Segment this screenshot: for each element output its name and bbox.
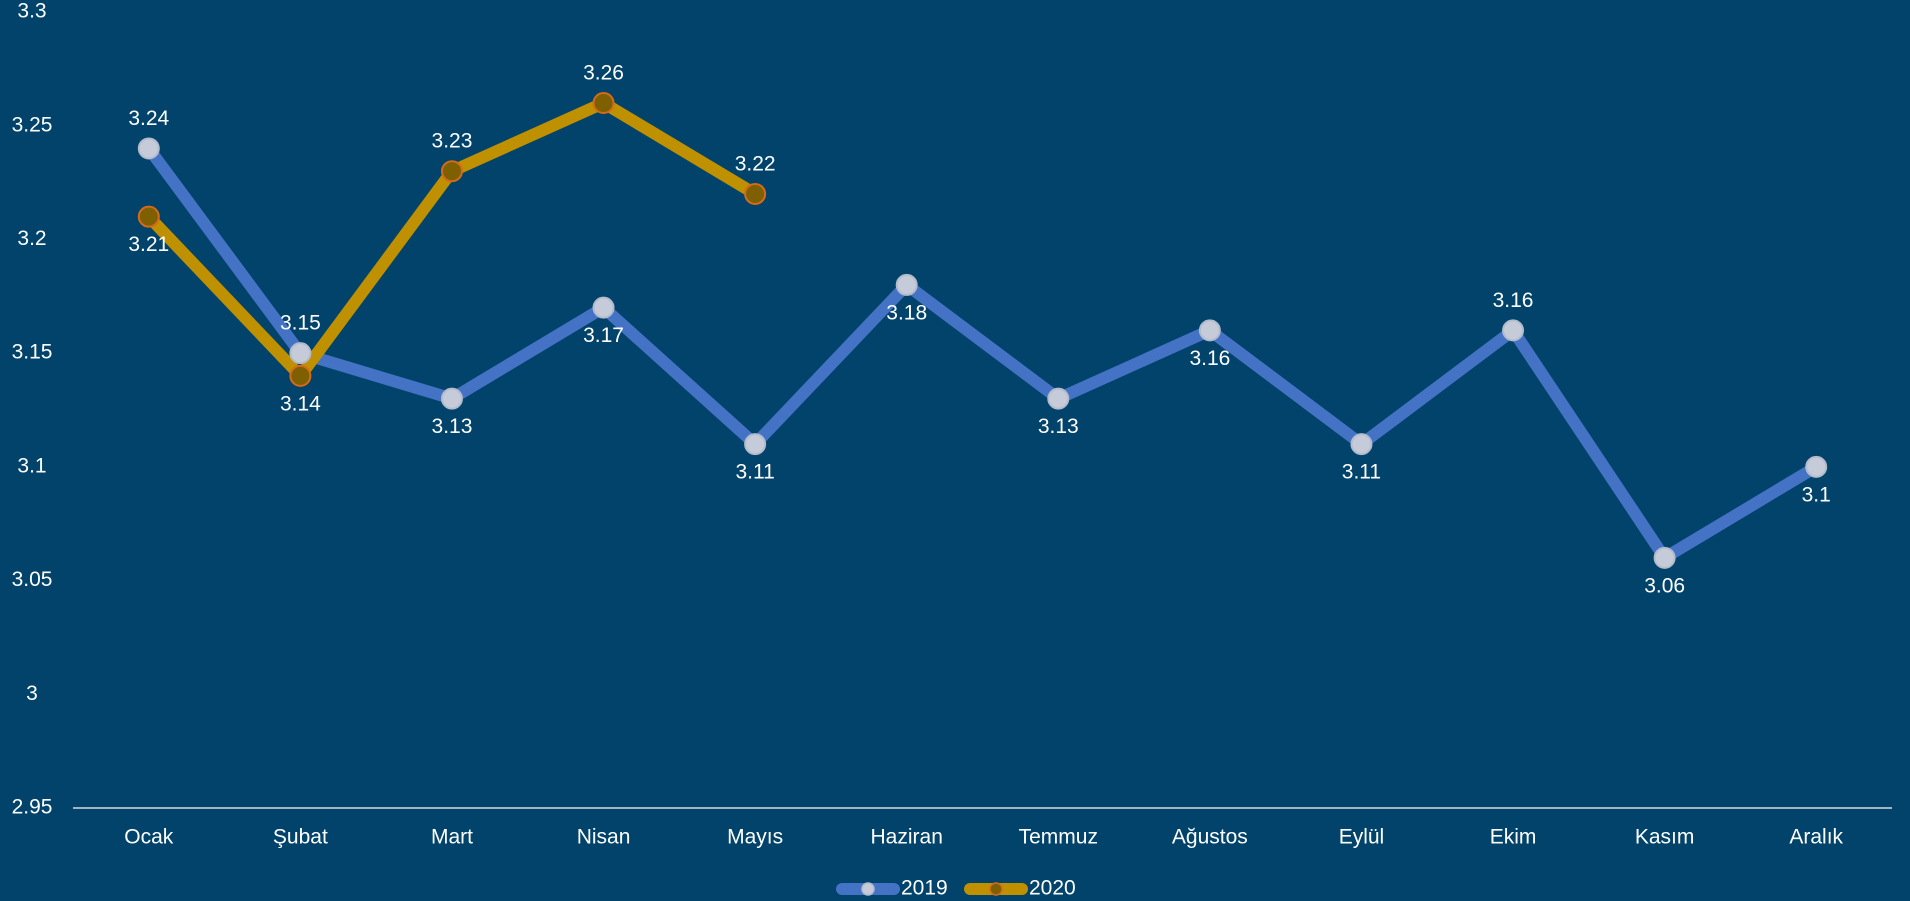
legend-marker	[989, 882, 1003, 896]
x-tick-label: Haziran	[871, 826, 943, 849]
x-tick-label: Şubat	[273, 826, 328, 849]
data-label: 3.18	[886, 301, 927, 324]
data-point	[1653, 546, 1676, 569]
y-tick-label: 3.25	[12, 113, 53, 136]
data-label: 3.16	[1493, 289, 1534, 312]
x-tick-label: Temmuz	[1019, 826, 1098, 849]
data-label: 3.21	[128, 233, 169, 256]
data-label: 3.1	[1802, 483, 1831, 506]
data-point	[895, 273, 918, 296]
y-tick-label: 3.2	[17, 227, 46, 250]
series-line	[142, 142, 1823, 564]
data-label: 3.13	[1038, 415, 1079, 438]
x-tick-label: Kasım	[1635, 826, 1695, 849]
x-tick-label: Ocak	[124, 826, 174, 849]
data-point	[1805, 455, 1828, 478]
data-label: 3.13	[432, 415, 473, 438]
x-tick-label: Mart	[431, 826, 473, 849]
data-point	[1350, 433, 1373, 456]
data-point	[440, 387, 463, 410]
y-tick-label: 3.15	[12, 341, 53, 364]
x-tick-label: Eylül	[1339, 826, 1385, 849]
data-point	[592, 296, 615, 319]
data-label: 3.11	[735, 461, 774, 484]
data-point	[744, 182, 767, 205]
legend-label: 2020	[1029, 877, 1076, 900]
y-tick-label: 3.3	[17, 0, 46, 23]
data-label: 3.14	[280, 392, 321, 415]
data-label: 3.15	[280, 312, 321, 335]
y-tick-label: 3	[26, 682, 38, 705]
data-point	[1047, 387, 1070, 410]
data-label: 3.26	[583, 62, 624, 85]
data-point	[592, 91, 615, 114]
data-point	[744, 433, 767, 456]
x-tick-label: Nisan	[577, 826, 631, 849]
y-tick-label: 3.05	[12, 568, 53, 591]
data-label: 3.17	[583, 324, 624, 347]
x-tick-label: Ağustos	[1172, 826, 1248, 849]
legend-marker	[861, 882, 875, 896]
data-point	[1198, 319, 1221, 342]
x-tick-label: Mayıs	[727, 826, 783, 849]
data-label: 3.06	[1644, 574, 1685, 597]
x-tick-label: Ekim	[1490, 826, 1537, 849]
data-label: 3.22	[735, 152, 776, 175]
data-point	[289, 342, 312, 365]
data-point	[137, 205, 160, 228]
data-label: 3.24	[128, 107, 169, 130]
data-point	[440, 160, 463, 183]
data-point	[289, 364, 312, 387]
y-tick-label: 3.1	[17, 454, 46, 477]
data-label: 3.23	[432, 130, 473, 153]
legend-label: 2019	[901, 877, 948, 900]
data-point	[137, 137, 160, 160]
data-point	[1502, 319, 1525, 342]
data-label: 3.11	[1342, 461, 1381, 484]
x-tick-label: Aralık	[1789, 826, 1843, 849]
data-label: 3.16	[1189, 347, 1230, 370]
y-tick-label: 2.95	[12, 796, 53, 819]
